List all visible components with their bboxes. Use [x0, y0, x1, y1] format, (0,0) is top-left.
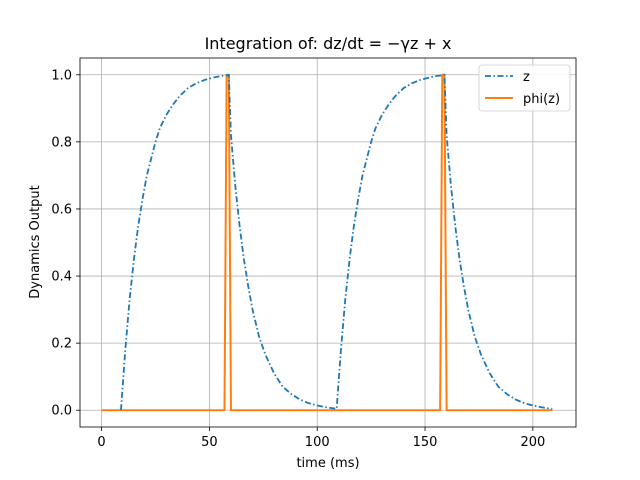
chart-title: Integration of: dz/dt = −γz + x: [205, 34, 452, 53]
x-gridlines: [101, 58, 534, 427]
y-tick-label: 0.6: [51, 202, 72, 217]
plot-area: [80, 58, 576, 427]
series-phi-line: [101, 73, 553, 412]
legend-label-z: z: [523, 70, 530, 85]
y-tick-label: 0.8: [51, 135, 72, 150]
y-axis-label: Dynamics Output: [28, 185, 43, 298]
legend-label-phi: phi(z): [523, 92, 560, 107]
y-tick-label: 1.0: [51, 68, 72, 83]
y-tick-label: 0.4: [51, 270, 72, 285]
x-tick-label: 150: [413, 435, 438, 450]
y-tick-label: 0.0: [51, 404, 72, 419]
x-tick-label: 200: [520, 435, 545, 450]
y-axis-ticks: 0.0 0.2 0.4 0.6 0.8 1.0: [51, 68, 80, 419]
x-axis-label: time (ms): [296, 456, 359, 471]
series-z-line: [120, 73, 553, 411]
y-tick-label: 0.2: [51, 337, 72, 352]
x-tick-label: 50: [201, 435, 218, 450]
x-axis-ticks: 0 50 100 150 200: [97, 427, 545, 450]
x-tick-label: 100: [305, 435, 330, 450]
legend: z phi(z): [478, 64, 571, 112]
series-layer: [101, 73, 553, 412]
axes-frame: [79, 57, 577, 428]
x-tick-label: 0: [97, 435, 105, 450]
